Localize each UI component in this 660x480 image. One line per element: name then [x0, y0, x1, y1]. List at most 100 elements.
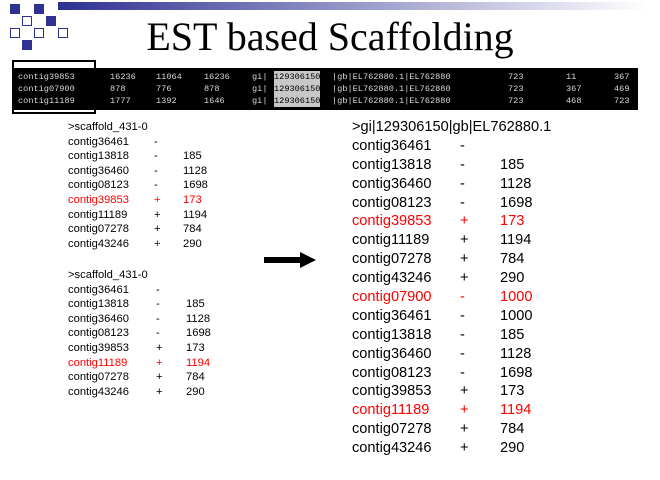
blast-gi-highlight: 129306150 [274, 95, 321, 107]
blast-cell: 723 [508, 84, 524, 94]
entry-strand: + [460, 421, 469, 438]
entry-strand: - [460, 307, 465, 324]
entry-contig: contig43246 [68, 385, 129, 398]
entry-contig: contig36461 [352, 137, 432, 154]
entry-contig: contig36460 [352, 345, 432, 362]
blast-cell: 11 [566, 72, 577, 82]
scaffold-entry: contig08123 - 1698 [68, 326, 268, 341]
contig-column-highlight-box [12, 60, 96, 114]
entry-strand: + [460, 402, 469, 419]
entry-contig: contig11189 [352, 402, 430, 419]
entry-value: 1128 [183, 164, 208, 177]
blast-cell: |gb|EL762880.1|EL762880 [332, 84, 451, 94]
scaffold-list-original: >scaffold_431-0 contig36461 - contig13818 - 1… [68, 120, 268, 251]
entry-strand: + [154, 223, 161, 236]
scaffold-entry: contig36461 - [68, 283, 268, 298]
header-gradient-bar [58, 2, 648, 10]
entry-strand: - [156, 312, 160, 325]
entry-contig: contig13818 [68, 150, 129, 163]
entry-value: 173 [500, 383, 525, 400]
blast-result-table: contig39853 16236 11064 16236 gi| 129306150 |g… [14, 68, 638, 110]
blast-cell: |gb|EL762880.1|EL762880 [332, 96, 451, 106]
entry-strand: - [154, 179, 158, 192]
entry-value: 1194 [500, 232, 532, 249]
blast-cell: contig11189 [18, 96, 75, 106]
entry-contig: contig36460 [352, 175, 432, 192]
scaffold-entry: contig08123 - 1698 [68, 178, 268, 193]
scaffold-entry: contig11189 +1194 [352, 231, 632, 250]
entry-contig: contig08123 [68, 179, 129, 192]
scaffold-header: >scaffold_431-0 [68, 121, 148, 133]
entry-strand: + [156, 385, 163, 398]
entry-strand: + [154, 193, 161, 206]
scaffold-entry: contig07278 +784 [352, 250, 632, 269]
blast-cell: 11064 [156, 72, 182, 82]
scaffold-entry: contig08123 - 1698 [352, 194, 632, 213]
entry-strand: + [156, 356, 163, 369]
entry-strand: - [460, 175, 465, 192]
entry-value: 1128 [186, 312, 211, 325]
blast-cell: contig07900 [18, 84, 75, 94]
entry-strand: - [460, 137, 465, 154]
entry-strand: - [156, 283, 160, 296]
entry-contig: contig39853 [352, 383, 432, 400]
scaffold-entry: contig11189 +1194 [68, 356, 268, 371]
scaffold-entry: contig13818 - 185 [352, 156, 632, 175]
blast-gi-highlight: 129306150 [274, 71, 321, 83]
scaffold-header: >gi|129306150|gb|EL762880.1 [352, 119, 552, 135]
scaffold-entry: contig43246 +290 [68, 237, 268, 252]
entry-contig: contig43246 [352, 270, 432, 287]
entry-contig: contig11189 [68, 208, 128, 221]
scaffold-entry: contig36461 - 1000 [352, 307, 632, 326]
scaffold-entry: contig07278 +784 [68, 222, 268, 237]
entry-value: 173 [183, 193, 202, 206]
blast-gi-highlight: 129306150 [274, 83, 321, 95]
scaffold-entry: contig36460 - 1128 [352, 175, 632, 194]
scaffold-entry: contig07278 +784 [352, 420, 632, 439]
scaffold-entry: contig11189 +1194 [68, 208, 268, 223]
entry-contig: contig07900 [352, 289, 432, 306]
scaffold-entry: contig36461 - [352, 137, 632, 156]
entry-value: 1194 [500, 402, 532, 419]
blast-cell: 16236 [204, 72, 230, 82]
entry-strand: - [460, 326, 465, 343]
entry-value: 185 [186, 298, 205, 311]
entry-value: 290 [183, 237, 202, 250]
entry-strand: + [154, 237, 161, 250]
blast-cell: 776 [156, 84, 172, 94]
entry-value: 1000 [500, 307, 533, 324]
blast-cell: gi| [252, 84, 268, 94]
scaffold-entry: contig39853 +173 [68, 341, 268, 356]
entry-contig: contig13818 [68, 298, 129, 311]
merged-scaffold-list: >gi|129306150|gb|EL762880.1 contig36461- c… [352, 118, 632, 458]
scaffold-entry: contig13818 - 185 [68, 297, 268, 312]
scaffold-list-reordered: >scaffold_431-0 contig36461 - contig13818 - 1… [68, 268, 268, 399]
entry-value: 1698 [183, 179, 208, 192]
entry-value: 1000 [500, 289, 533, 306]
entry-contig: contig08123 [352, 364, 432, 381]
entry-strand: + [460, 440, 469, 457]
entry-value: 290 [186, 385, 205, 398]
scaffold-entry: contig08123 - 1698 [352, 364, 632, 383]
entry-contig: contig36460 [68, 164, 129, 177]
scaffold-entry: contig13818 - 185 [68, 149, 268, 164]
entry-strand: + [460, 383, 469, 400]
blast-cell: 723 [508, 96, 524, 106]
scaffold-entry: contig13818 - 185 [352, 326, 632, 345]
entry-contig: contig13818 [352, 326, 432, 343]
entry-contig: contig36460 [68, 312, 129, 325]
entry-value: 185 [183, 150, 202, 163]
entry-value: 784 [186, 371, 205, 384]
entry-value: 1698 [500, 364, 533, 381]
scaffold-entry: contig43246 +290 [352, 439, 632, 458]
blast-cell: 1392 [156, 96, 177, 106]
blast-cell: contig39853 [18, 72, 75, 82]
blast-cell: 1777 [110, 96, 131, 106]
entry-contig: contig39853 [68, 341, 129, 354]
entry-contig: contig36461 [68, 283, 129, 296]
entry-strand: - [156, 327, 160, 340]
entry-contig: contig08123 [68, 327, 129, 340]
entry-value: 290 [500, 440, 525, 457]
entry-value: 185 [500, 156, 525, 173]
entry-strand: + [460, 213, 469, 230]
